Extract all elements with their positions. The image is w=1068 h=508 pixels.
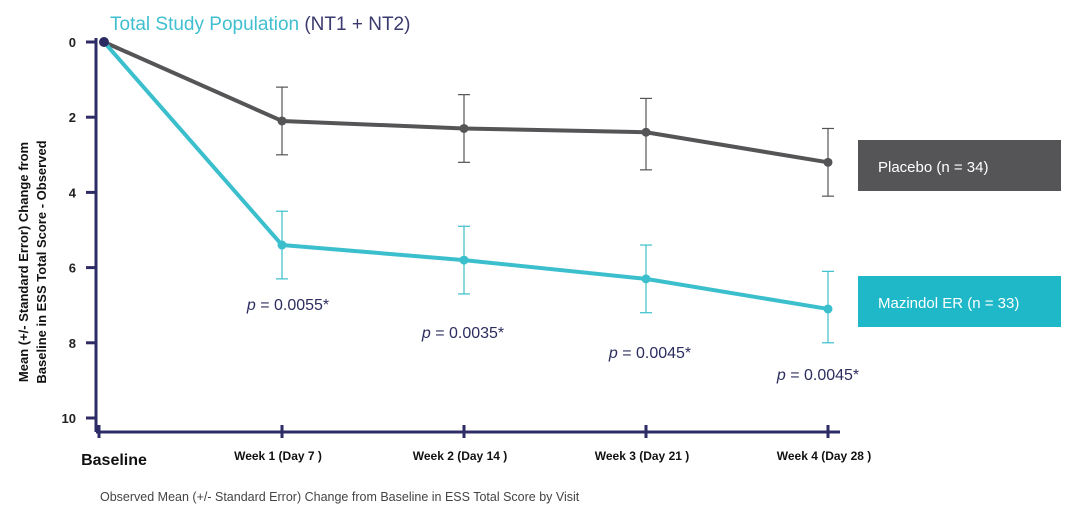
p-value-annotation-2: p = 0.0035* bbox=[421, 325, 504, 342]
chart-title-text: Total Study Population (NT1 + NT2) bbox=[110, 14, 410, 35]
y-tick-label-8: 8 bbox=[69, 336, 76, 351]
y-axis-label-line-2: Baseline in ESS Total Score - Observed bbox=[34, 140, 49, 383]
legend-box-1 bbox=[858, 276, 1061, 327]
series-line-0 bbox=[103, 40, 829, 165]
p-value-annotation-3: p = 0.0045* bbox=[608, 345, 691, 362]
axes: 0 2 4 6 8 10 Baseline Week 1 (Day 7 ) Week 2 (Da… bbox=[62, 35, 872, 469]
chart-caption: Observed Mean (+/- Standard Error) Chang… bbox=[100, 490, 580, 504]
p-value-annotation-1: p = 0.0055* bbox=[246, 297, 329, 314]
x-tick-label-3: Week 3 (Day 21 ) bbox=[595, 449, 690, 463]
title-part-1: (NT1 + NT2) bbox=[304, 14, 410, 35]
chart-title: Total Study Population (NT1 + NT2) bbox=[110, 14, 410, 35]
series-line-1 bbox=[102, 40, 829, 311]
legend: Placebo (n = 34) Mazindol ER (n = 33) bbox=[858, 140, 1061, 327]
data-point-0-4 bbox=[823, 157, 833, 167]
annotations: p = 0.0055* p = 0.0035* p = 0.0045* p = 0.0… bbox=[246, 297, 859, 384]
data-point-0-3 bbox=[641, 127, 651, 137]
caption-group: Observed Mean (+/- Standard Error) Chang… bbox=[100, 490, 580, 504]
data-point-1-1 bbox=[277, 240, 287, 250]
legend-label-0: Placebo (n = 34) bbox=[878, 159, 989, 176]
y-axis-label: Mean (+/- Standard Error) Change from Bas… bbox=[16, 140, 49, 383]
y-tick-label-10: 10 bbox=[62, 411, 76, 426]
data-point-1-2 bbox=[459, 255, 469, 265]
data-point-0-1 bbox=[277, 116, 287, 126]
baseline-point bbox=[99, 37, 109, 47]
series-0 bbox=[103, 40, 834, 197]
x-tick-label-1: Week 1 (Day 7 ) bbox=[234, 449, 322, 463]
series bbox=[99, 37, 834, 344]
y-axis-label-line-1: Mean (+/- Standard Error) Change from bbox=[16, 142, 31, 382]
legend-item-0: Placebo (n = 34) bbox=[858, 140, 1061, 191]
title-part-0: Total Study Population bbox=[110, 14, 304, 35]
legend-item-1: Mazindol ER (n = 33) bbox=[858, 276, 1061, 327]
data-point-1-3 bbox=[641, 274, 651, 284]
x-tick-label-4: Week 4 (Day 28 ) bbox=[777, 449, 872, 463]
legend-label-1: Mazindol ER (n = 33) bbox=[878, 295, 1019, 312]
y-tick-label-2: 2 bbox=[69, 110, 76, 125]
y-tick-label-6: 6 bbox=[69, 261, 76, 276]
y-tick-label-0: 0 bbox=[69, 35, 76, 50]
y-tick-label-4: 4 bbox=[69, 185, 77, 200]
legend-box-0 bbox=[858, 140, 1061, 191]
data-point-0-2 bbox=[459, 123, 469, 133]
x-tick-label-2: Week 2 (Day 14 ) bbox=[413, 449, 508, 463]
p-value-annotation-4: p = 0.0045* bbox=[776, 367, 859, 384]
data-point-1-4 bbox=[823, 304, 833, 314]
x-tick-label-0: Baseline bbox=[81, 452, 147, 469]
series-1 bbox=[102, 40, 834, 344]
